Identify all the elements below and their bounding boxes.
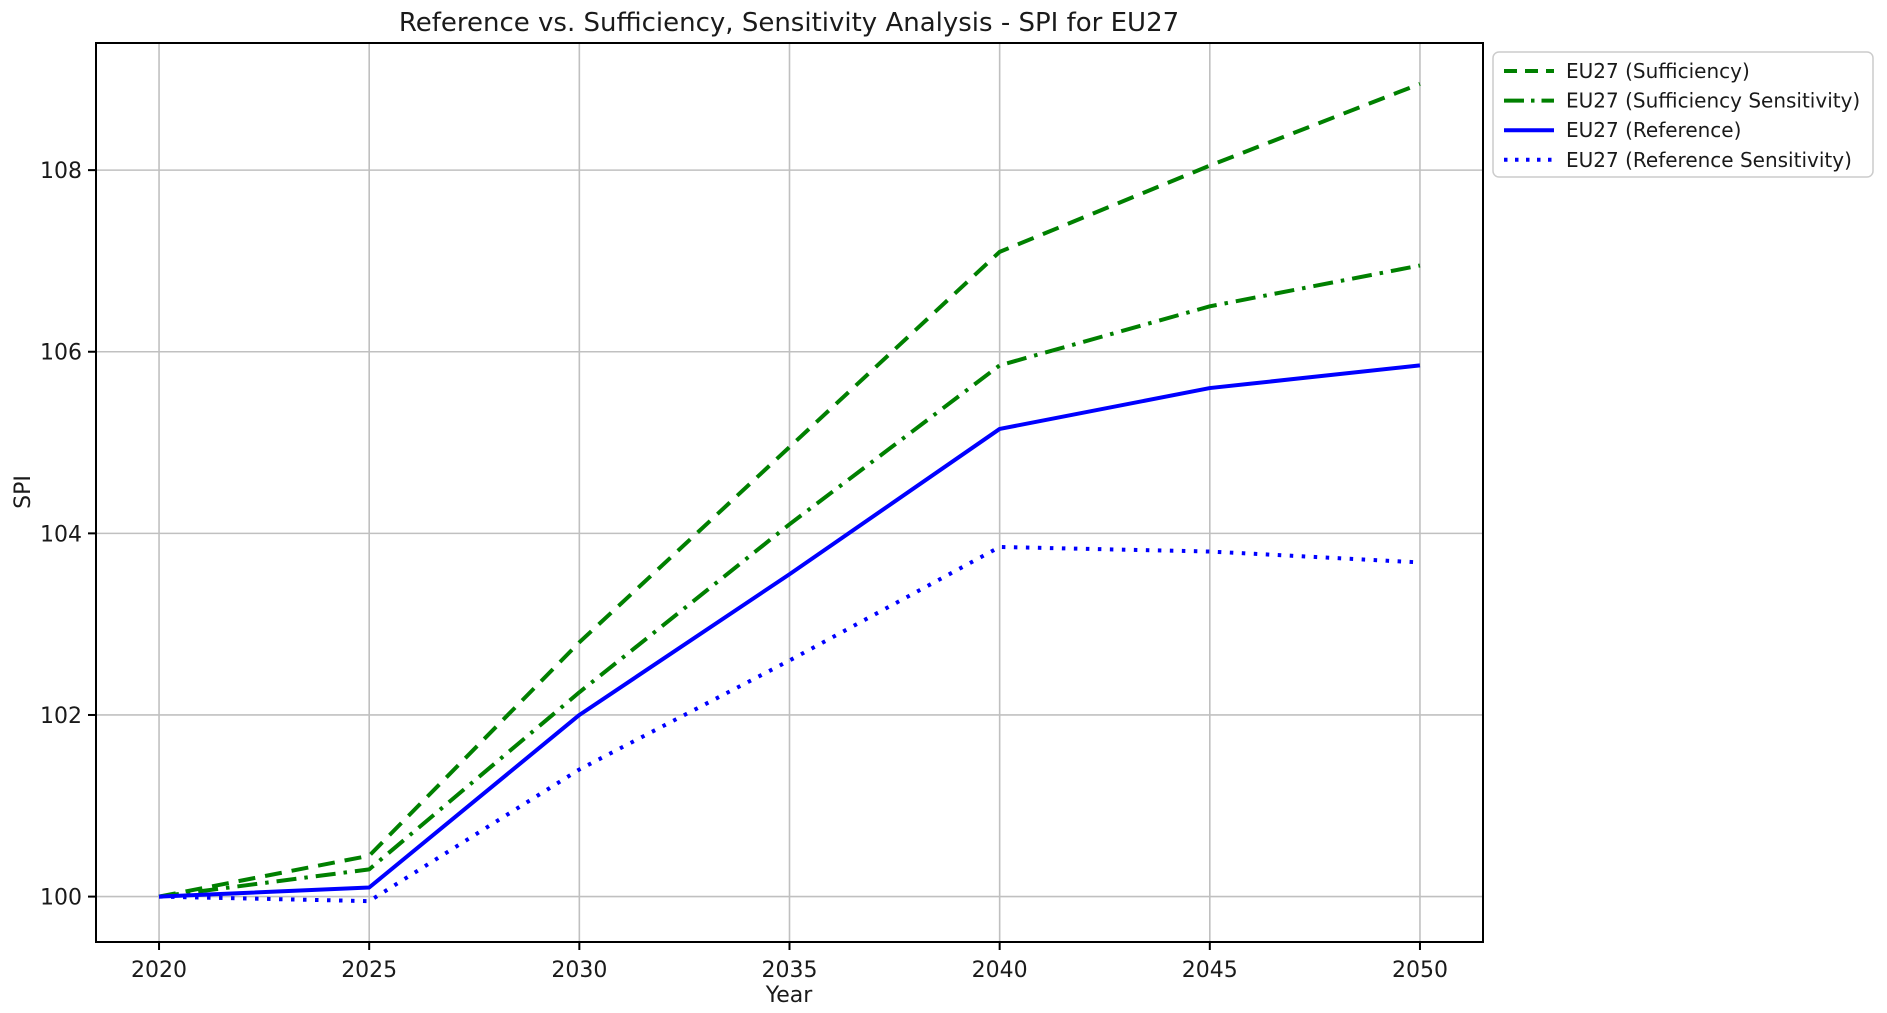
x-tick-label: 2045 xyxy=(1182,958,1238,983)
legend-item-label: EU27 (Sufficiency) xyxy=(1566,59,1750,83)
x-tick-label: 2025 xyxy=(341,958,397,983)
legend-item: EU27 (Reference) xyxy=(1504,118,1741,142)
series-line xyxy=(158,363,1421,899)
legend-item: EU27 (Sufficiency) xyxy=(1504,59,1750,83)
legend-item-label: EU27 (Sufficiency Sensitivity) xyxy=(1566,89,1860,113)
tick-labels: 2020 2025 2030 2035 2040 2045 2050 100 102 104 106… xyxy=(40,159,1448,983)
series-line xyxy=(158,263,1421,899)
legend-item-label: EU27 (Reference Sensitivity) xyxy=(1566,148,1852,172)
y-tick-label: 100 xyxy=(40,886,82,911)
y-tick-label: 108 xyxy=(40,159,82,184)
legend-items: EU27 (Sufficiency) EU27 (Sufficiency Sens… xyxy=(1504,59,1860,172)
x-tick-label: 2050 xyxy=(1392,958,1448,983)
y-axis-label: SPI xyxy=(11,475,36,509)
legend-item-label: EU27 (Reference) xyxy=(1566,118,1741,142)
x-axis-label: Year xyxy=(765,983,814,1008)
legend-box xyxy=(1492,51,1874,178)
legend-item: EU27 (Sufficiency Sensitivity) xyxy=(1504,89,1860,113)
legend: EU27 (Sufficiency) EU27 (Sufficiency Sens… xyxy=(1492,51,1874,178)
gridlines xyxy=(96,43,1483,942)
x-tick-label: 2020 xyxy=(131,958,187,983)
x-tick-label: 2040 xyxy=(972,958,1028,983)
legend-item: EU27 (Reference Sensitivity) xyxy=(1504,148,1852,172)
y-tick-label: 106 xyxy=(40,341,82,366)
chart-title: Reference vs. Sufficiency, Sensitivity A… xyxy=(399,8,1179,38)
x-tick-label: 2035 xyxy=(762,958,818,983)
x-tick-label: 2030 xyxy=(551,958,607,983)
series-lines xyxy=(158,81,1421,904)
y-tick-label: 104 xyxy=(40,522,82,547)
axis-ticks xyxy=(88,169,1421,950)
y-tick-label: 102 xyxy=(40,704,82,729)
